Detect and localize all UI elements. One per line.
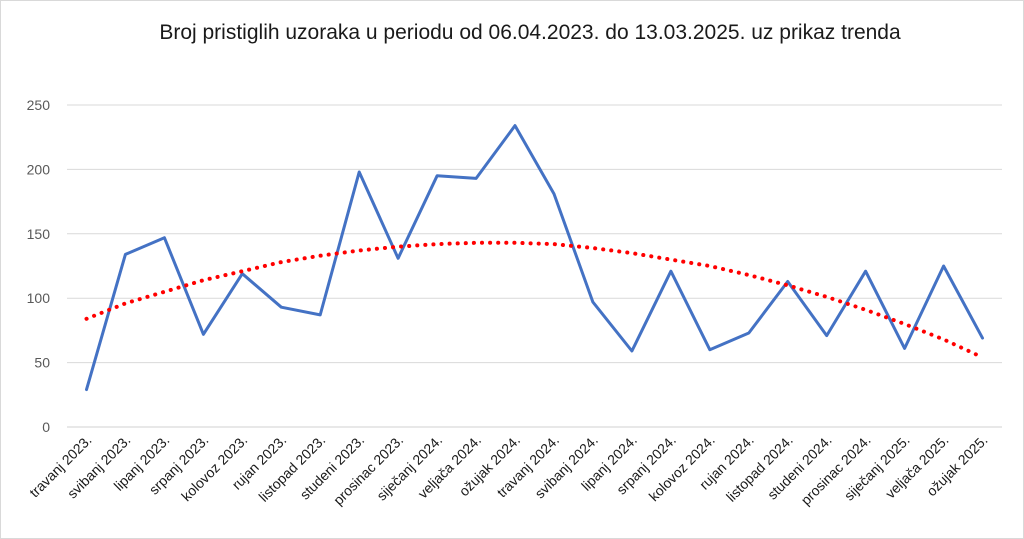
y-tick-label: 150 (27, 226, 51, 242)
trend-line (84, 240, 985, 360)
y-tick-label: 50 (34, 355, 50, 371)
chart-title: Broj pristiglih uzoraka u periodu od 06.… (159, 21, 901, 44)
data-series-line (85, 124, 984, 392)
y-tick-label: 250 (27, 97, 51, 113)
y-tick-label: 0 (42, 419, 50, 435)
y-tick-label: 200 (27, 161, 51, 177)
y-tick-label: 100 (27, 290, 51, 306)
